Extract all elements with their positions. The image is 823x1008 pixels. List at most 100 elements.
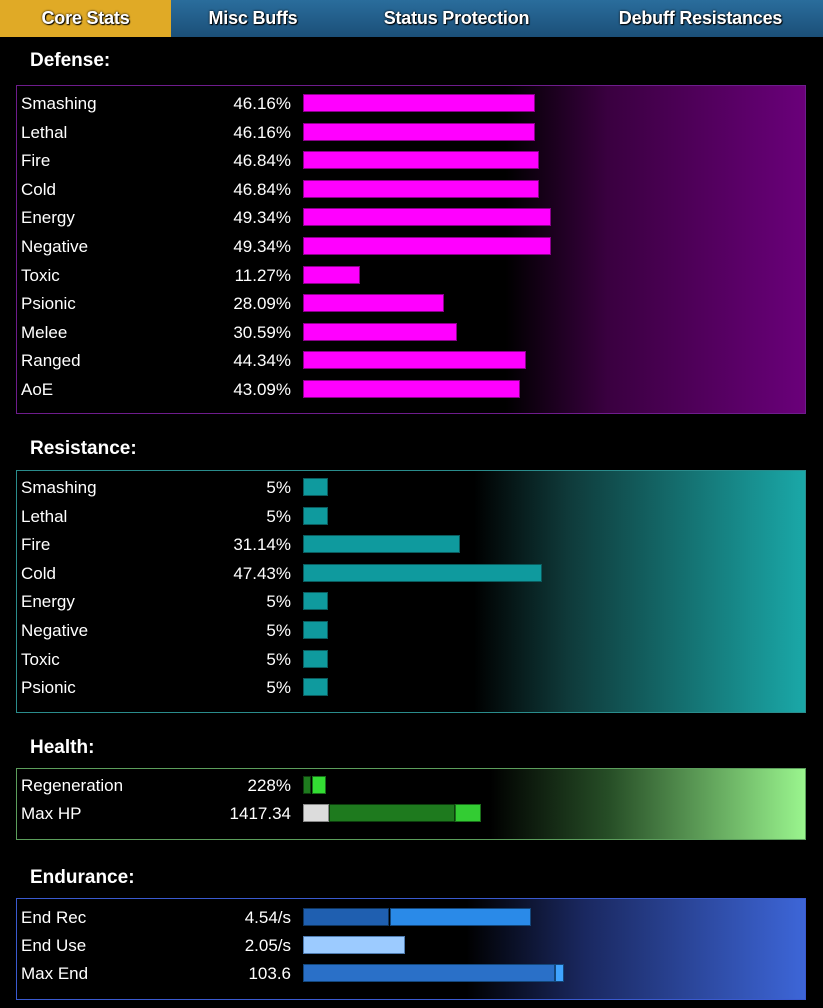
endurance-panel: End Rec 4.54/s End Use 2.05/s Max End 10… xyxy=(16,898,806,1000)
endurance-row-end-rec: End Rec 4.54/s xyxy=(21,904,791,932)
end-use-bar xyxy=(303,936,405,954)
resistance-row-value: 5% xyxy=(266,506,291,526)
defense-panel: Smashing 46.16% Lethal 46.16% Fire 46.84% Cold… xyxy=(16,85,806,414)
resistance-row-lethal: Lethal 5% xyxy=(21,503,791,531)
regen-bar-base xyxy=(303,776,311,794)
resistance-row-label: Smashing xyxy=(21,478,97,497)
defense-bar xyxy=(303,380,520,398)
defense-bar xyxy=(303,94,536,112)
defense-bar xyxy=(303,208,552,227)
defense-row-cold: Cold 46.84% xyxy=(21,176,791,204)
health-row-label: Regeneration xyxy=(21,776,124,795)
resistance-row-psionic: Psionic 5% xyxy=(21,674,791,702)
defense-row-value: 11.27% xyxy=(234,265,291,285)
resistance-row-label: Fire xyxy=(21,535,51,555)
defense-row-toxic: Toxic 11.27% xyxy=(21,262,791,290)
defense-row-energy: Energy 49.34% xyxy=(21,204,791,232)
defense-bar xyxy=(303,294,445,313)
health-panel: Regeneration 228% Max HP 1417.34 xyxy=(16,768,806,840)
health-title: Health: xyxy=(30,737,95,758)
endurance-row-value: 103.6 xyxy=(248,964,291,983)
tab-core-stats[interactable]: Core Stats xyxy=(0,0,171,37)
defense-row-label: Toxic xyxy=(21,265,60,285)
resistance-bar xyxy=(303,592,329,611)
resistance-bar xyxy=(303,535,460,554)
defense-row-value: 46.16% xyxy=(233,94,291,113)
max-hp-bar-base xyxy=(303,804,329,822)
resistance-row-label: Cold xyxy=(21,563,56,583)
resistance-row-value: 5% xyxy=(266,678,291,698)
defense-row-label: Lethal xyxy=(21,122,68,142)
resistance-bar xyxy=(303,478,329,496)
defense-row-smashing: Smashing 46.16% xyxy=(21,90,791,118)
defense-row-psionic: Psionic 28.09% xyxy=(21,290,791,318)
max-end-bar-bonus xyxy=(555,964,564,982)
endurance-row-value: 4.54/s xyxy=(244,908,291,927)
resistance-row-value: 5% xyxy=(266,478,291,497)
endurance-row-label: End Use xyxy=(21,936,87,955)
defense-bar xyxy=(303,237,552,255)
defense-row-value: 46.84% xyxy=(233,179,291,199)
defense-row-ranged: Ranged 44.34% xyxy=(21,347,791,375)
tab-status-protection[interactable]: Status Protection xyxy=(383,8,530,28)
endurance-row-value: 2.05/s xyxy=(244,936,291,955)
resistance-row-value: 31.14% xyxy=(233,535,291,555)
resistance-row-fire: Fire 31.14% xyxy=(21,531,791,559)
resistance-row-label: Psionic xyxy=(21,678,76,698)
tab-debuff-resistances[interactable]: Debuff Resistances xyxy=(618,8,783,28)
defense-row-melee: Melee 30.59% xyxy=(21,319,791,347)
health-row-value: 1417.34 xyxy=(229,804,291,823)
defense-bar xyxy=(303,179,539,198)
resistance-bar xyxy=(303,678,329,697)
defense-row-value: 46.16% xyxy=(233,122,291,142)
defense-row-value: 30.59% xyxy=(233,322,291,342)
defense-row-value: 49.34% xyxy=(233,237,291,256)
resistance-row-value: 5% xyxy=(266,621,291,640)
defense-row-fire: Fire 46.84% xyxy=(21,147,791,175)
defense-row-label: AoE xyxy=(21,380,54,399)
endurance-row-end-use: End Use 2.05/s xyxy=(21,932,791,960)
health-row-value: 228% xyxy=(247,776,291,795)
endurance-title: Endurance: xyxy=(30,867,135,888)
resistance-row-value: 5% xyxy=(266,592,291,612)
defense-bar xyxy=(303,265,360,284)
resistance-row-energy: Energy 5% xyxy=(21,588,791,616)
defense-row-value: 49.34% xyxy=(233,208,291,228)
resistance-bar xyxy=(303,621,329,639)
resistance-row-label: Negative xyxy=(21,621,89,640)
resistance-row-value: 5% xyxy=(266,649,291,669)
resistance-bar xyxy=(303,563,542,582)
endurance-row-max-end: Max End 103.6 xyxy=(21,960,791,988)
tab-misc-buffs[interactable]: Misc Buffs xyxy=(208,8,298,28)
health-row-max-hp: Max HP 1417.34 xyxy=(21,800,791,828)
defense-row-lethal: Lethal 46.16% xyxy=(21,119,791,147)
defense-row-label: Cold xyxy=(21,179,56,199)
max-end-bar-base xyxy=(303,964,555,982)
resistance-bar xyxy=(303,649,329,668)
resistance-title: Resistance: xyxy=(30,438,137,459)
defense-title: Defense: xyxy=(30,50,111,71)
end-rec-bar-base xyxy=(303,908,389,926)
end-rec-bar-bonus xyxy=(390,908,531,926)
max-hp-bar-extra xyxy=(455,804,481,822)
regen-bar-bonus xyxy=(312,776,326,794)
defense-row-label: Energy xyxy=(21,208,75,228)
defense-bar xyxy=(303,122,536,141)
resistance-panel: Smashing 5% Lethal 5% Fire 31.14% Cold 47.43% En… xyxy=(16,470,806,713)
defense-row-label: Fire xyxy=(21,151,51,171)
endurance-row-label: Max End xyxy=(21,964,89,983)
health-row-regeneration: Regeneration 228% xyxy=(21,772,791,800)
defense-row-label: Negative xyxy=(21,237,89,256)
max-hp-bar-bonus xyxy=(329,804,455,822)
resistance-row-value: 47.43% xyxy=(233,563,291,583)
health-row-label: Max HP xyxy=(21,804,82,823)
resistance-row-toxic: Toxic 5% xyxy=(21,646,791,674)
defense-row-label: Melee xyxy=(21,322,68,342)
resistance-row-label: Lethal xyxy=(21,506,68,526)
resistance-bar xyxy=(303,506,329,525)
resistance-row-label: Toxic xyxy=(21,649,60,669)
resistance-row-negative: Negative 5% xyxy=(21,617,791,645)
defense-bar xyxy=(303,351,527,370)
defense-row-negative: Negative 49.34% xyxy=(21,233,791,261)
tab-bar: Core Stats Misc Buffs Status Protection … xyxy=(0,0,823,37)
